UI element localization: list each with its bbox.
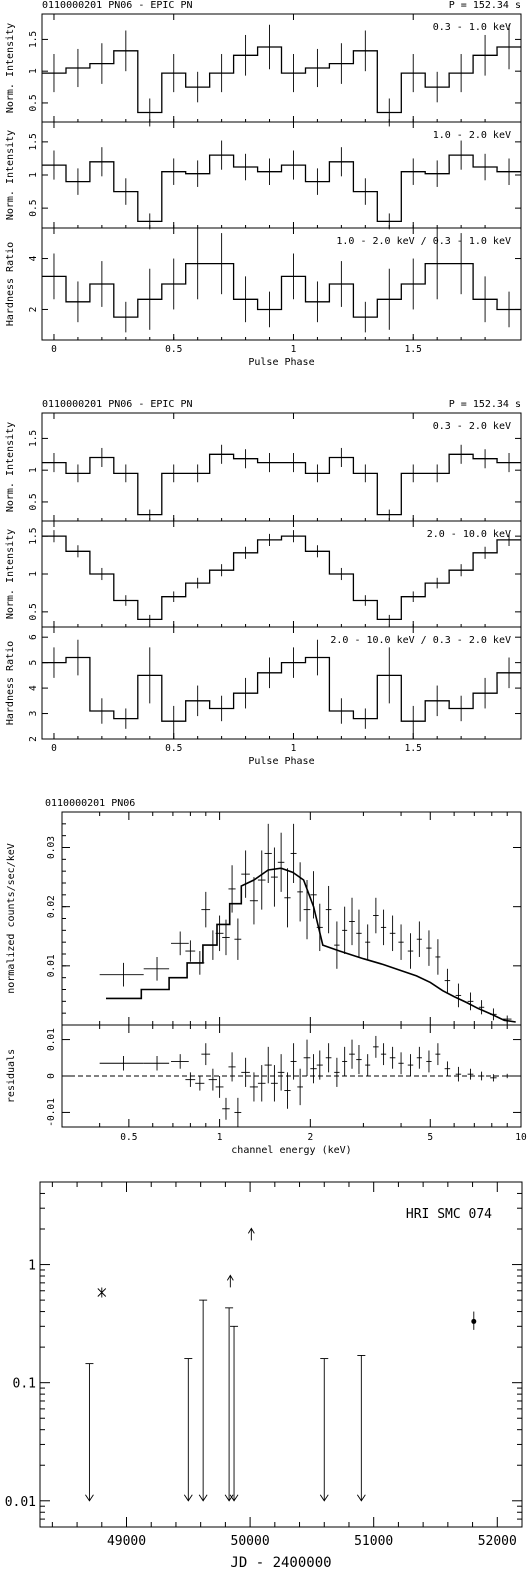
period-label: P = 152.34 s [449,399,521,410]
x-axis-label: channel energy (keV) [231,1145,351,1156]
spectrum-frame [61,811,522,1026]
y-tick-label: 0.03 [46,836,57,859]
x-axis-label: Pulse Phase [248,357,314,368]
y-tick-label: 0.1 [13,1377,36,1392]
x-tick-label: 1 [217,1132,223,1143]
upper-limit-arrow [85,1494,94,1502]
figure-title: 0110000201 PN06 [45,798,135,809]
x-tick-label: 0 [51,344,57,355]
y-tick-label: 1 [28,467,39,473]
y-tick-label: 0.5 [28,493,39,510]
x-tick-label: 0.5 [165,743,182,754]
x-tick-label: 0.5 [165,344,182,355]
figure-title: 0110000201 PN06 - EPIC PN [42,0,193,11]
energy-band-label: 0.3 - 1.0 keV [433,22,511,33]
profile-step-line [42,46,521,114]
instrument-label: HRI SMC 074 [406,1207,492,1222]
upper-limit-arrow [229,1494,239,1502]
x-axis-label: JD - 2400000 [230,1555,331,1571]
x-tick-label: 52000 [478,1534,517,1549]
y-tick-label: 0.01 [5,1495,36,1510]
y-tick-label: 4 [28,255,39,261]
y-axis-label: Hardness Ratio [5,641,16,725]
y-tick-label: 1 [28,68,39,74]
x-tick-label: 49000 [107,1534,146,1549]
y-axis-label: residuals [6,1049,17,1103]
y-axis-label: normalized counts/sec/keV [6,843,17,994]
x-tick-label: 1.5 [405,743,422,754]
star-point [97,1287,107,1298]
y-tick-label: 4 [28,685,39,691]
upper-limit-arrow [183,1494,193,1502]
arrow-point [247,1227,255,1241]
profile-step-line [42,535,521,621]
energy-band-label: 1.0 - 2.0 keV / 0.3 - 1.0 keV [336,236,511,247]
x-tick-label: 5 [427,1132,433,1143]
x-tick-label: 0.5 [120,1132,137,1143]
x-tick-label: 51000 [354,1534,393,1549]
y-tick-label: 1 [28,1259,36,1274]
y-tick-label: 0 [46,1073,57,1079]
detection-point [471,1318,477,1324]
y-tick-label: 2 [28,736,39,742]
upper-limit-arrow [198,1494,208,1502]
model-line [106,867,516,1023]
x-tick-label: 1 [291,344,297,355]
profile-step-line [42,656,521,722]
y-tick-label: 1.5 [28,31,39,48]
y-tick-label: 6 [28,634,39,640]
y-tick-label: -0.01 [46,1098,57,1127]
energy-band-label: 2.0 - 10.0 keV / 0.3 - 2.0 keV [330,635,511,646]
y-tick-label: 0.02 [46,895,57,918]
x-axis-label: Pulse Phase [248,756,314,767]
lightcurve-frame [39,1181,523,1528]
x-tick-label: 2 [307,1132,313,1143]
profile-step-line [42,453,521,516]
y-axis-label: Norm. Intensity [5,529,16,619]
panel-frame [41,227,522,341]
y-tick-label: 0.01 [46,1028,57,1051]
y-tick-label: 0.5 [28,200,39,217]
y-tick-label: 1 [28,571,39,577]
y-tick-label: 1.5 [28,528,39,545]
y-tick-label: 0.01 [46,954,57,977]
arrow-point [226,1274,234,1288]
energy-band-label: 1.0 - 2.0 keV [433,130,511,141]
figure-title: 0110000201 PN06 - EPIC PN [42,399,193,410]
y-tick-label: 1.5 [28,430,39,447]
y-tick-label: 2 [28,307,39,313]
upper-limit-arrow [319,1494,329,1502]
y-axis-label: Norm. Intensity [5,422,16,512]
y-tick-label: 1 [28,172,39,178]
x-tick-label: 50000 [231,1534,270,1549]
period-label: P = 152.34 s [449,0,521,11]
y-tick-label: 5 [28,660,39,666]
x-tick-label: 1 [291,743,297,754]
x-tick-label: 10 [515,1132,527,1143]
energy-band-label: 2.0 - 10.0 keV [427,529,511,540]
y-tick-label: 1.5 [28,133,39,150]
y-axis-label: Norm. Intensity [5,23,16,113]
profile-step-line [42,262,521,318]
x-tick-label: 0 [51,743,57,754]
y-tick-label: 3 [28,711,39,717]
energy-band-label: 0.3 - 2.0 keV [433,421,511,432]
upper-limit-arrow [356,1494,366,1502]
y-tick-label: 0.5 [28,94,39,111]
x-tick-label: 1.5 [405,344,422,355]
y-axis-label: Norm. Intensity [5,130,16,220]
y-tick-label: 0.5 [28,603,39,620]
y-axis-label: Hardness Ratio [5,242,16,326]
panel-frame [41,626,522,740]
profile-step-line [42,154,521,223]
